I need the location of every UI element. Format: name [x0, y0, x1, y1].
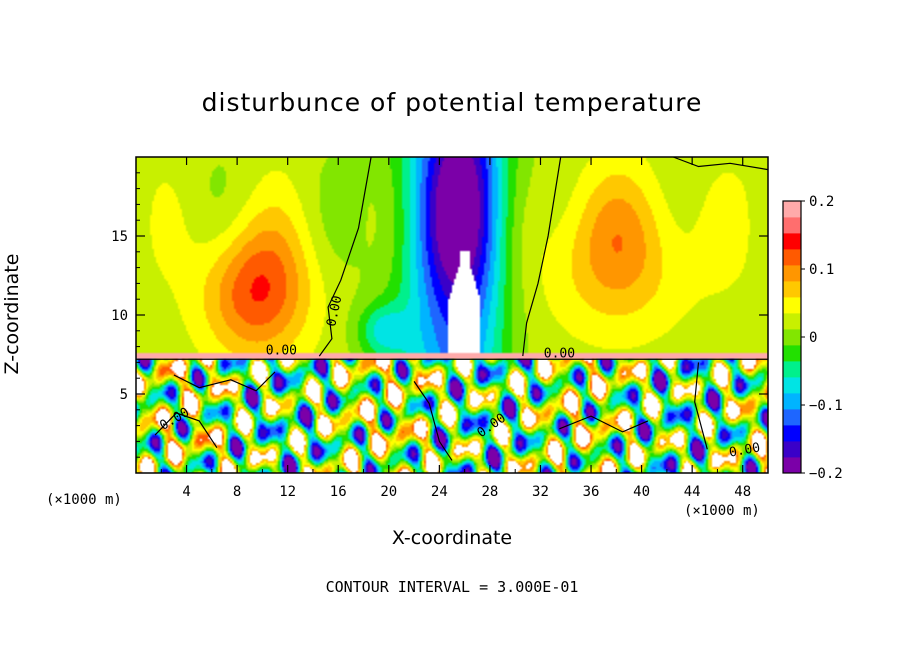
chart-title: disturbunce of potential temperature	[201, 88, 703, 117]
contour-line	[559, 415, 649, 433]
colorbar-tick-label: 0.1	[809, 262, 834, 278]
x-unit-label-left: (×1000 m)	[46, 492, 122, 508]
colorbar-swatch	[783, 233, 801, 250]
colorbar-swatch	[783, 297, 801, 314]
contour-line	[154, 412, 218, 449]
colorbar-swatch	[783, 265, 801, 282]
colorbar-tick-label: 0.2	[809, 194, 834, 210]
y-tick-label: 15	[111, 229, 128, 245]
contour-line	[318, 156, 372, 357]
contour-label: 0.00	[266, 344, 297, 359]
x-tick-label: 24	[431, 484, 448, 500]
colorbar-swatch	[783, 345, 801, 362]
contour-line	[522, 156, 562, 357]
colorbar-swatch	[783, 201, 801, 218]
x-tick-label: 48	[734, 484, 751, 500]
colorbar-swatch	[783, 249, 801, 266]
contour-label: 0.00	[324, 294, 345, 328]
x-tick-label: 36	[583, 484, 600, 500]
x-tick-label: 40	[633, 484, 650, 500]
colorbar-swatch	[783, 409, 801, 426]
contour-label: 0.00	[544, 347, 575, 362]
colorbar-swatch	[783, 361, 801, 378]
y-tick-label: 10	[111, 308, 128, 324]
colorbar-swatch	[783, 217, 801, 234]
colorbar-swatch	[783, 329, 801, 346]
colorbar-swatch	[783, 425, 801, 442]
colorbar-tick-label: 0	[809, 330, 817, 346]
colour-field	[136, 157, 768, 473]
x-tick-label: 44	[684, 484, 701, 500]
x-tick-label: 28	[481, 484, 498, 500]
colorbar-tick-label: −0.2	[809, 466, 843, 482]
contour-line	[672, 156, 769, 171]
x-tick-label: 8	[233, 484, 241, 500]
x-axis-label: X-coordinate	[391, 527, 513, 549]
x-tick-label: 12	[279, 484, 296, 500]
colorbar-swatch	[783, 393, 801, 410]
x-tick-label: 20	[380, 484, 397, 500]
contour-interval-note: CONTOUR INTERVAL = 3.000E-01	[325, 578, 579, 596]
colorbar-swatch	[783, 281, 801, 298]
x-unit-label-right: (×1000 m)	[684, 503, 760, 519]
colorbar-tick-label: −0.1	[809, 398, 843, 414]
colorbar-swatch	[783, 457, 801, 474]
colorbar-swatch	[783, 377, 801, 394]
x-tick-label: 32	[532, 484, 549, 500]
colorbar-swatch	[783, 441, 801, 458]
contour-line	[694, 362, 708, 450]
contour-line	[173, 371, 276, 392]
x-tick-label: 16	[330, 484, 347, 500]
colorbar-swatch	[783, 313, 801, 330]
y-tick-label: 5	[120, 387, 128, 403]
x-tick-label: 4	[182, 484, 190, 500]
contour-label: 0.00	[728, 440, 761, 460]
contour-line	[413, 381, 453, 461]
